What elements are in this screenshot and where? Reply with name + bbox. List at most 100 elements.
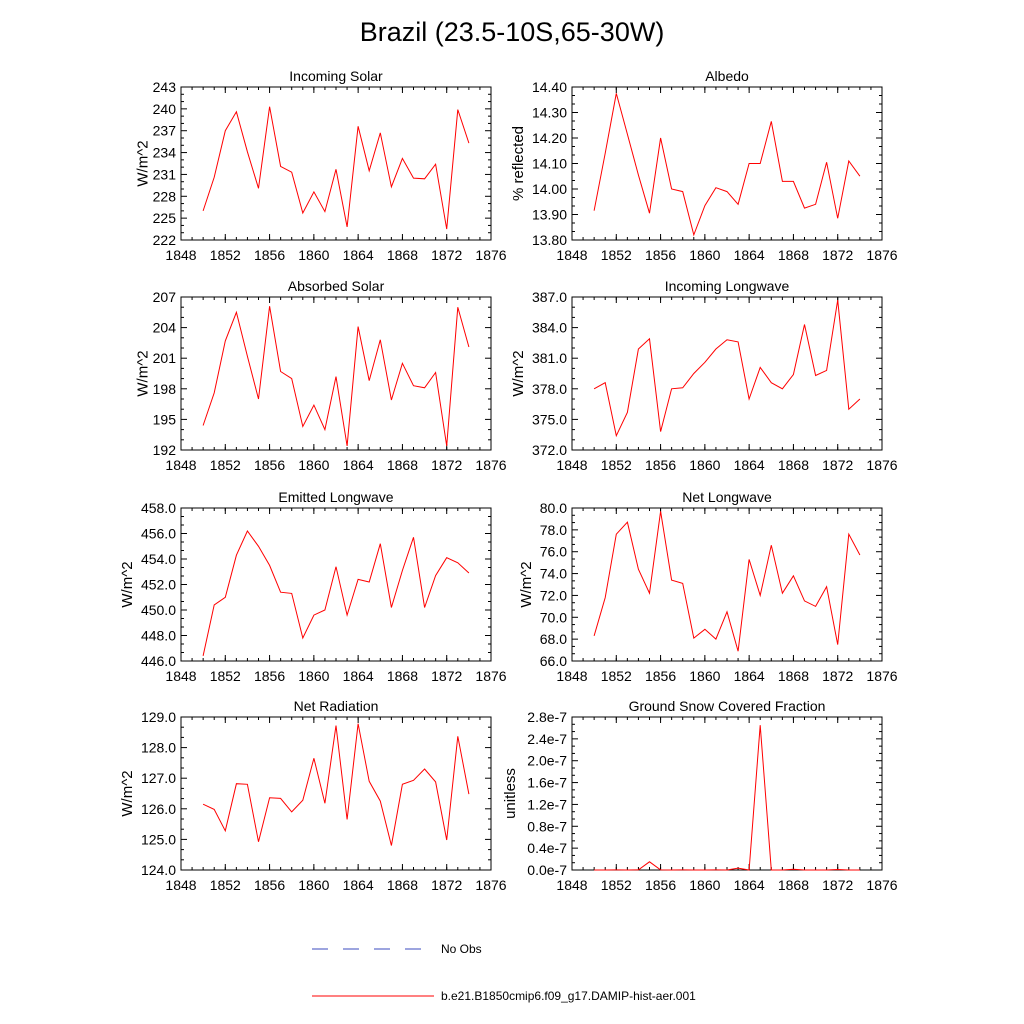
y-axis-label: unitless <box>502 768 519 819</box>
panel-title: Emitted Longwave <box>278 489 393 505</box>
x-tick-label: 1860 <box>298 877 329 893</box>
x-tick-label: 1860 <box>298 457 329 473</box>
x-tick-label: 1868 <box>387 668 418 684</box>
panel-title: Absorbed Solar <box>288 278 385 294</box>
y-tick-label: 1.2e-7 <box>527 796 567 812</box>
plot-frame <box>180 716 492 871</box>
x-tick-label: 1868 <box>778 668 809 684</box>
x-tick-label: 1864 <box>734 457 765 473</box>
series-line-1 <box>593 511 861 652</box>
x-tick-label: 1860 <box>298 668 329 684</box>
y-tick-label: 222 <box>153 232 177 248</box>
x-tick-label: 1852 <box>601 247 632 263</box>
y-tick-label: 2.0e-7 <box>527 753 567 769</box>
y-axis-label: W/m^2 <box>119 770 136 816</box>
x-tick-label: 1876 <box>866 457 897 473</box>
x-tick-label: 1864 <box>734 247 765 263</box>
y-tick-label: 387.0 <box>532 289 567 305</box>
panels: Incoming Solar 1848 1852 1856 1860 1864 1868 18… <box>119 68 898 893</box>
y-tick-label: 454.0 <box>141 551 176 567</box>
x-tick-label: 1856 <box>645 668 676 684</box>
x-tick-label: 1848 <box>556 668 587 684</box>
series-line-1 <box>593 93 861 237</box>
y-tick-label: 240 <box>153 101 177 117</box>
x-tick-label: 1848 <box>165 247 196 263</box>
y-tick-label: 72.0 <box>540 587 567 603</box>
series-line-1 <box>202 723 470 846</box>
x-tick-label: 1864 <box>734 668 765 684</box>
panel-title: Incoming Solar <box>289 68 383 84</box>
x-tick-label: 1856 <box>254 247 285 263</box>
x-tick-label: 1860 <box>298 247 329 263</box>
y-axis-label: W/m^2 <box>135 140 152 186</box>
y-tick-label: 458.0 <box>141 500 176 516</box>
y-tick-label: 14.20 <box>532 130 567 146</box>
y-tick-label: 14.00 <box>532 181 567 197</box>
series-line-1 <box>594 725 860 871</box>
series-line-1 <box>593 300 861 438</box>
x-tick-label: 1848 <box>165 877 196 893</box>
x-tick-label: 1848 <box>556 457 587 473</box>
x-tick-label: 1856 <box>254 457 285 473</box>
y-tick-label: 78.0 <box>540 522 567 538</box>
panel-title: Ground Snow Covered Fraction <box>629 698 826 714</box>
y-tick-label: 126.0 <box>141 801 176 817</box>
x-tick-label: 1860 <box>689 668 720 684</box>
x-tick-label: 1876 <box>475 247 506 263</box>
y-tick-label: 66.0 <box>540 653 567 669</box>
panel-title: Incoming Longwave <box>665 278 790 294</box>
x-tick-label: 1852 <box>210 247 241 263</box>
y-tick-label: 375.0 <box>532 411 567 427</box>
x-tick-label: 1872 <box>431 877 462 893</box>
x-tick-label: 1876 <box>475 457 506 473</box>
y-tick-label: 192 <box>153 442 177 458</box>
x-tick-label: 1848 <box>165 457 196 473</box>
x-tick-label: 1868 <box>778 247 809 263</box>
y-tick-label: 14.10 <box>532 156 567 172</box>
x-tick-label: 1868 <box>387 877 418 893</box>
plot-frame <box>571 86 883 241</box>
y-tick-label: 237 <box>153 123 177 139</box>
y-tick-label: 124.0 <box>141 862 176 878</box>
y-tick-label: 74.0 <box>540 566 567 582</box>
y-tick-label: 198 <box>153 381 177 397</box>
chart-title: Brazil (23.5-10S,65-30W) <box>360 17 665 47</box>
y-tick-label: 201 <box>153 350 177 366</box>
y-tick-label: 228 <box>153 188 177 204</box>
x-tick-label: 1868 <box>387 247 418 263</box>
panel-5: Emitted Longwave 1848 1852 1856 1860 1864 1868… <box>119 489 507 684</box>
y-tick-label: 76.0 <box>540 544 567 560</box>
y-tick-label: 2.4e-7 <box>527 731 567 747</box>
panel-title: Net Radiation <box>294 698 379 714</box>
y-tick-label: 68.0 <box>540 631 567 647</box>
y-tick-label: 0.0e-7 <box>527 862 567 878</box>
y-tick-label: 381.0 <box>532 350 567 366</box>
y-tick-label: 128.0 <box>141 740 176 756</box>
y-axis-label: W/m^2 <box>135 350 152 396</box>
y-tick-label: 378.0 <box>532 381 567 397</box>
y-tick-label: 80.0 <box>540 500 567 516</box>
y-tick-label: 14.40 <box>532 79 567 95</box>
x-tick-label: 1864 <box>343 247 374 263</box>
y-axis-label: W/m^2 <box>119 561 136 607</box>
series-line-1 <box>202 530 470 657</box>
x-tick-label: 1868 <box>778 877 809 893</box>
y-tick-label: 456.0 <box>141 526 176 542</box>
x-tick-label: 1872 <box>431 668 462 684</box>
plot-frame <box>571 716 883 871</box>
y-tick-label: 448.0 <box>141 628 176 644</box>
panel-title: Net Longwave <box>682 489 772 505</box>
x-tick-label: 1860 <box>689 877 720 893</box>
y-tick-label: 243 <box>153 79 177 95</box>
y-tick-label: 13.80 <box>532 232 567 248</box>
plot-frame <box>180 507 492 662</box>
x-tick-label: 1848 <box>165 668 196 684</box>
y-tick-label: 2.8e-7 <box>527 709 567 725</box>
x-tick-label: 1864 <box>734 877 765 893</box>
x-tick-label: 1848 <box>556 247 587 263</box>
x-tick-label: 1872 <box>822 877 853 893</box>
y-tick-label: 70.0 <box>540 609 567 625</box>
y-tick-label: 450.0 <box>141 602 176 618</box>
x-tick-label: 1868 <box>387 457 418 473</box>
x-tick-label: 1856 <box>645 877 676 893</box>
